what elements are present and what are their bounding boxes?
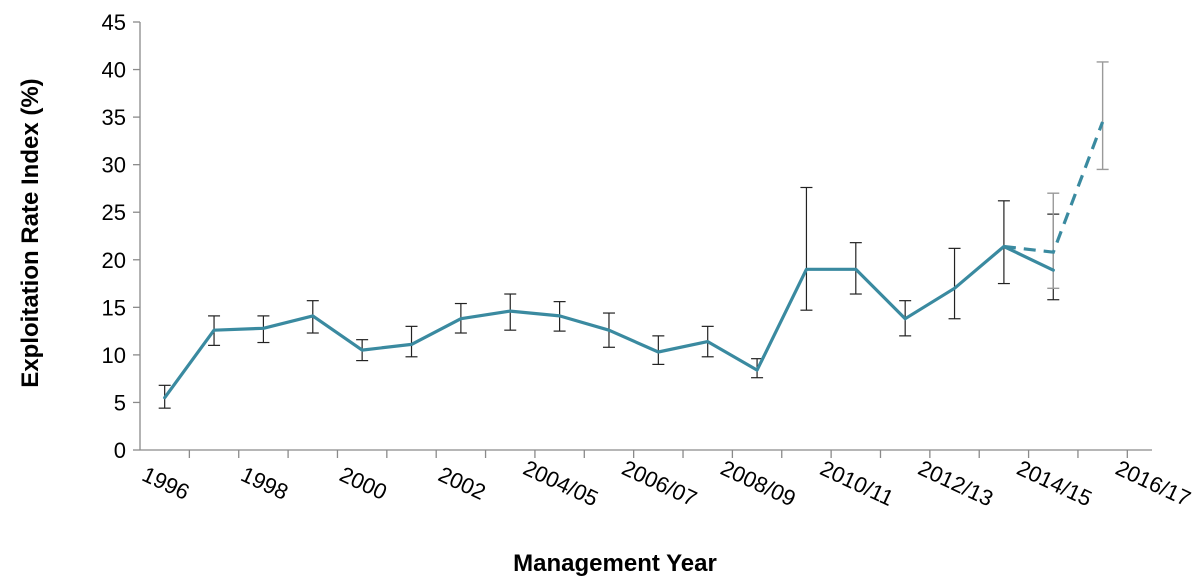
series-lines [163, 121, 1105, 400]
y-tick-label: 35 [102, 105, 126, 130]
y-tick-label: 40 [102, 58, 126, 83]
x-axis-ticks: 1996 1998 2000 2002 2004/05 2006/07 2008/09 201… [138, 450, 1194, 511]
y-tick-label: 45 [102, 10, 126, 35]
x-tick-label: 2008/09 [717, 455, 800, 511]
x-tick-label: 2006/07 [618, 455, 701, 511]
y-tick-label: 25 [102, 200, 126, 225]
series-line-solid [163, 244, 1055, 400]
x-tick-label: 2004/05 [519, 455, 602, 511]
y-axis-title: Exploitation Rate Index (%) [17, 78, 44, 387]
y-axis-ticks: 0 5 10 15 20 25 30 35 40 45 [102, 10, 140, 463]
series-line-dashed [1003, 121, 1105, 254]
y-tick-label: 15 [102, 295, 126, 320]
x-tick-label: 2000 [336, 462, 391, 505]
x-tick-label: 2012/13 [914, 455, 997, 511]
x-axis-title: Management Year [513, 550, 717, 577]
error-bars [158, 61, 1109, 409]
y-tick-label: 30 [102, 153, 126, 178]
y-tick-label: 5 [114, 390, 126, 415]
y-tick-label: 0 [114, 438, 126, 463]
x-tick-label: 2002 [435, 462, 490, 505]
y-tick-label: 10 [102, 343, 126, 368]
axes [139, 22, 1152, 451]
x-tick-label: 2016/17 [1112, 455, 1195, 511]
x-tick-label: 2010/11 [816, 455, 897, 511]
x-tick-label: 1996 [138, 462, 193, 505]
x-tick-label: 1998 [237, 462, 292, 505]
x-tick-label: 2014/15 [1013, 455, 1096, 511]
y-tick-label: 20 [102, 248, 126, 273]
